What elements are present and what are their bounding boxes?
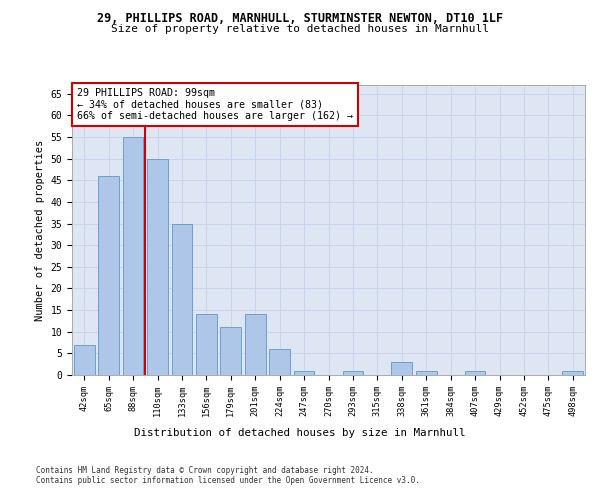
Bar [391,362,412,375]
Bar [74,344,95,375]
Bar [343,370,364,375]
Text: Size of property relative to detached houses in Marnhull: Size of property relative to detached ho… [111,24,489,34]
Bar [98,176,119,375]
Y-axis label: Number of detached properties: Number of detached properties [35,140,45,320]
Text: Contains HM Land Registry data © Crown copyright and database right 2024.: Contains HM Land Registry data © Crown c… [36,466,374,475]
Bar [147,158,168,375]
Bar [196,314,217,375]
Bar [464,370,485,375]
Bar [122,137,143,375]
Bar [245,314,266,375]
Text: Distribution of detached houses by size in Marnhull: Distribution of detached houses by size … [134,428,466,438]
Bar [220,328,241,375]
Bar [269,349,290,375]
Bar [562,370,583,375]
Text: 29, PHILLIPS ROAD, MARNHULL, STURMINSTER NEWTON, DT10 1LF: 29, PHILLIPS ROAD, MARNHULL, STURMINSTER… [97,12,503,26]
Bar [293,370,314,375]
Bar [172,224,193,375]
Text: 29 PHILLIPS ROAD: 99sqm
← 34% of detached houses are smaller (83)
66% of semi-de: 29 PHILLIPS ROAD: 99sqm ← 34% of detache… [77,88,353,121]
Text: Contains public sector information licensed under the Open Government Licence v3: Contains public sector information licen… [36,476,420,485]
Bar [416,370,437,375]
